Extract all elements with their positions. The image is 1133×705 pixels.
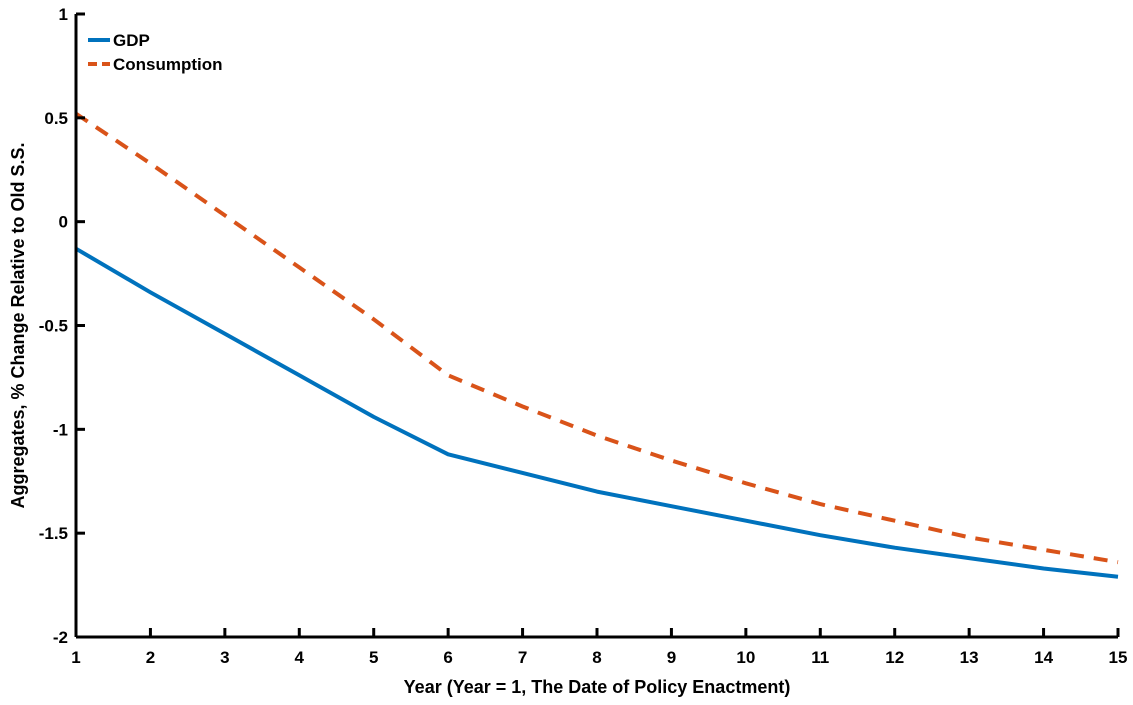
- x-tick-label: 15: [1109, 648, 1128, 667]
- y-tick-label: -2: [53, 628, 68, 647]
- y-tick-label: -1.5: [39, 524, 68, 543]
- x-tick-label: 10: [736, 648, 755, 667]
- series-line-gdp: [76, 249, 1118, 577]
- y-tick-label: -0.5: [39, 317, 68, 336]
- x-tick-label: 9: [667, 648, 676, 667]
- y-axis-label: Aggregates, % Change Relative to Old S.S…: [8, 142, 28, 508]
- legend-label-gdp: GDP: [113, 31, 150, 50]
- y-tick-label: 1: [59, 5, 68, 24]
- x-tick-label: 2: [146, 648, 155, 667]
- x-tick-label: 3: [220, 648, 229, 667]
- x-tick-label: 6: [443, 648, 452, 667]
- x-axis-label: Year (Year = 1, The Date of Policy Enact…: [404, 677, 791, 697]
- y-tick-label: 0: [59, 213, 68, 232]
- x-tick-label: 14: [1034, 648, 1053, 667]
- x-tick-label: 13: [960, 648, 979, 667]
- x-tick-label: 5: [369, 648, 378, 667]
- x-tick-label: 11: [811, 648, 829, 667]
- x-tick-label: 12: [885, 648, 904, 667]
- legend-label-consumption: Consumption: [113, 55, 223, 74]
- x-tick-label: 1: [71, 648, 80, 667]
- x-tick-label: 8: [592, 648, 601, 667]
- y-tick-label: -1: [53, 420, 68, 439]
- x-tick-label: 4: [295, 648, 305, 667]
- x-tick-label: 7: [518, 648, 527, 667]
- y-tick-label: 0.5: [44, 109, 68, 128]
